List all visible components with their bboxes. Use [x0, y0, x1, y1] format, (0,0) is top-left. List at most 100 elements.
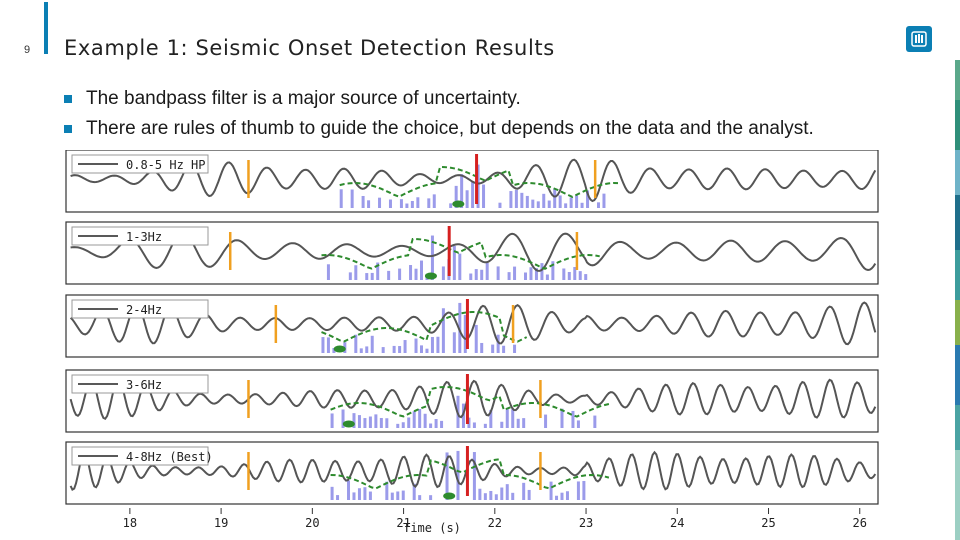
histogram-bar: [567, 271, 571, 280]
histogram-bar: [347, 480, 351, 500]
legend-box: [71, 226, 209, 246]
histogram-bar: [558, 195, 562, 208]
histogram-bar: [483, 423, 487, 428]
histogram-bar: [354, 265, 358, 280]
green-minimum-dot: [452, 200, 465, 208]
histogram-bar: [472, 452, 476, 500]
seismic-chart: 0.8-5 Hz HP 1-3Hz 2-4Hz 3-6Hz 4-8Hz (Best) 18…: [65, 150, 879, 535]
histogram-bar: [534, 268, 538, 280]
histogram-bar: [520, 192, 524, 208]
histogram-bar: [441, 266, 445, 280]
histogram-bar: [405, 203, 409, 208]
characteristic-function-line: [330, 458, 610, 490]
histogram-bar: [560, 408, 564, 428]
histogram-bar: [463, 314, 467, 353]
histogram-bar: [430, 235, 434, 280]
waveform-line: [69, 378, 877, 420]
histogram-bar: [354, 334, 358, 353]
x-tick-label: 23: [579, 516, 593, 530]
histogram-bar: [513, 344, 517, 353]
green-minimum-dot: [333, 345, 346, 353]
histogram-bar: [505, 408, 509, 428]
histogram-bar: [418, 409, 422, 428]
histogram-bar: [578, 271, 582, 280]
histogram-bar: [363, 418, 367, 428]
histogram-bar: [454, 185, 458, 208]
histogram-bar: [569, 197, 573, 208]
histogram-bar: [531, 199, 535, 208]
characteristic-function-line: [330, 385, 610, 418]
histogram-bar: [469, 273, 473, 280]
histogram-bar: [330, 413, 334, 428]
x-tick-label: 26: [853, 516, 867, 530]
histogram-bar: [416, 197, 420, 208]
histogram-bar: [427, 198, 431, 208]
legend-box: [71, 299, 209, 319]
histogram-bar: [458, 253, 462, 280]
green-minimum-dot: [342, 420, 355, 428]
histogram-bar: [560, 492, 564, 500]
histogram-bar: [465, 190, 469, 208]
histogram-bar: [489, 490, 493, 500]
slide-title: Example 1: Seismic Onset Detection Resul…: [64, 36, 555, 60]
histogram-bar: [321, 337, 325, 353]
waveform-line: [70, 231, 877, 272]
histogram-bar: [500, 421, 504, 428]
x-tick-label: 22: [488, 516, 502, 530]
histogram-bar: [584, 274, 588, 280]
histogram-bar: [370, 272, 374, 280]
histogram-bar: [524, 272, 528, 280]
histogram-bar: [449, 203, 453, 208]
histogram-bar: [445, 452, 449, 500]
legend-box: [71, 446, 209, 466]
legend-label: 3-6Hz: [126, 378, 162, 392]
histogram-bar: [414, 338, 418, 353]
histogram-bar: [407, 417, 411, 428]
histogram-bar: [483, 493, 487, 500]
legend-box: [71, 154, 209, 174]
histogram-bar: [555, 495, 559, 500]
histogram-bar: [544, 414, 548, 428]
histogram-bar: [452, 245, 456, 280]
seismic-figure: 0.8-5 Hz HP 1-3Hz 2-4Hz 3-6Hz 4-8Hz (Best) 18…: [62, 150, 882, 538]
histogram-bar: [339, 189, 343, 208]
histogram-bar: [357, 415, 361, 428]
histogram-bar: [412, 483, 416, 500]
histogram-bar: [522, 482, 526, 500]
legend-box: [71, 374, 209, 394]
histogram-bar: [430, 336, 434, 353]
histogram-bar: [474, 324, 478, 353]
x-tick-label: 18: [123, 516, 137, 530]
histogram-bar: [580, 202, 584, 208]
histogram-bar: [522, 418, 526, 428]
histogram-bar: [553, 188, 557, 208]
histogram-bar: [378, 197, 382, 208]
histogram-bar: [458, 302, 462, 353]
histogram-bar: [586, 190, 590, 208]
histogram-bar: [401, 490, 405, 500]
characteristic-function-line: [339, 165, 619, 199]
histogram-bar: [496, 266, 500, 280]
histogram-bar: [516, 418, 520, 428]
histogram-bar: [565, 491, 569, 500]
histogram-bar: [540, 263, 544, 280]
histogram-bar: [502, 345, 506, 353]
histogram-bar: [398, 346, 402, 353]
histogram-bar: [341, 409, 345, 428]
x-axis-label: Time (s): [403, 521, 461, 535]
histogram-bar: [436, 336, 440, 353]
histogram-bar: [381, 347, 385, 353]
sandia-logo-icon: [906, 26, 932, 52]
histogram-bar: [376, 262, 380, 280]
histogram-bar: [440, 420, 444, 428]
histogram-bar: [575, 195, 579, 208]
characteristic-function-line: [321, 237, 600, 270]
histogram-bar: [414, 268, 418, 280]
histogram-bar: [511, 492, 515, 500]
histogram-bar: [456, 450, 460, 500]
x-tick-label: 20: [305, 516, 319, 530]
histogram-bar: [452, 332, 456, 353]
histogram-bar: [505, 484, 509, 500]
legend-label: 4-8Hz (Best): [126, 450, 213, 464]
histogram-bar: [429, 495, 433, 500]
